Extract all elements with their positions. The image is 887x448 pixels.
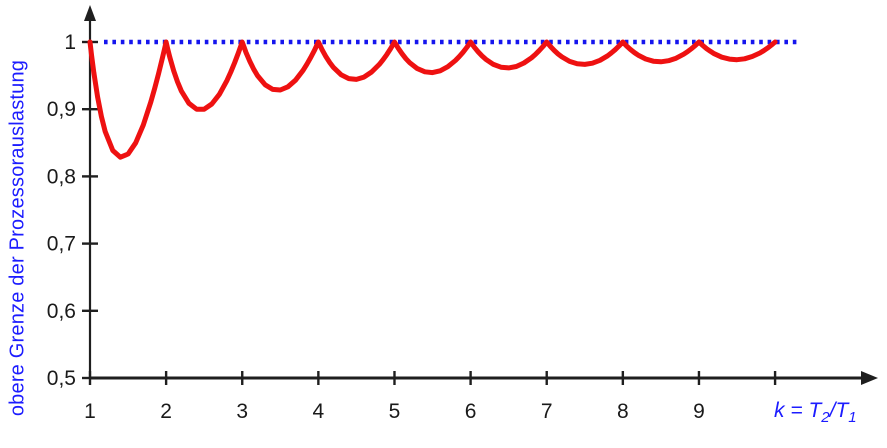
x-tick-label: 2 <box>160 400 172 423</box>
y-tick-label: 1 <box>64 31 76 54</box>
x-tick-label: 5 <box>389 400 401 423</box>
y-axis-title-text: obere Grenze der Prozessorauslastung <box>6 59 29 417</box>
y-tick-label: 0,6 <box>47 300 76 323</box>
y-axis-arrow <box>84 5 96 21</box>
x-tick-label: 1 <box>84 400 96 423</box>
x-tick-label: 4 <box>313 400 325 423</box>
x-tick-label: 7 <box>541 400 553 423</box>
x-axis-arrow <box>861 371 878 385</box>
t2-subscript: 2 <box>821 409 830 427</box>
x-tick-label: 8 <box>617 400 629 423</box>
y-axis-title: obere Grenze der Prozessorauslastung <box>7 60 30 416</box>
y-tick-label: 0,8 <box>47 165 76 188</box>
equals-sign: = <box>784 399 809 422</box>
x-tick-label: 9 <box>693 400 705 423</box>
y-tick-label: 0,5 <box>47 367 76 390</box>
x-tick-label: 6 <box>465 400 477 423</box>
y-tick-label: 0,9 <box>47 98 76 121</box>
x-var: k <box>774 399 785 422</box>
t1-symbol: T <box>835 399 849 422</box>
t2-symbol: T <box>808 399 822 422</box>
slash: / <box>829 399 836 422</box>
x-axis-title: k = T2/T1 <box>774 399 857 426</box>
y-tick-label: 0,7 <box>47 233 76 256</box>
x-tick-label: 3 <box>236 400 248 423</box>
utilization-bound-curve <box>87 39 778 160</box>
t1-subscript: 1 <box>848 409 857 427</box>
